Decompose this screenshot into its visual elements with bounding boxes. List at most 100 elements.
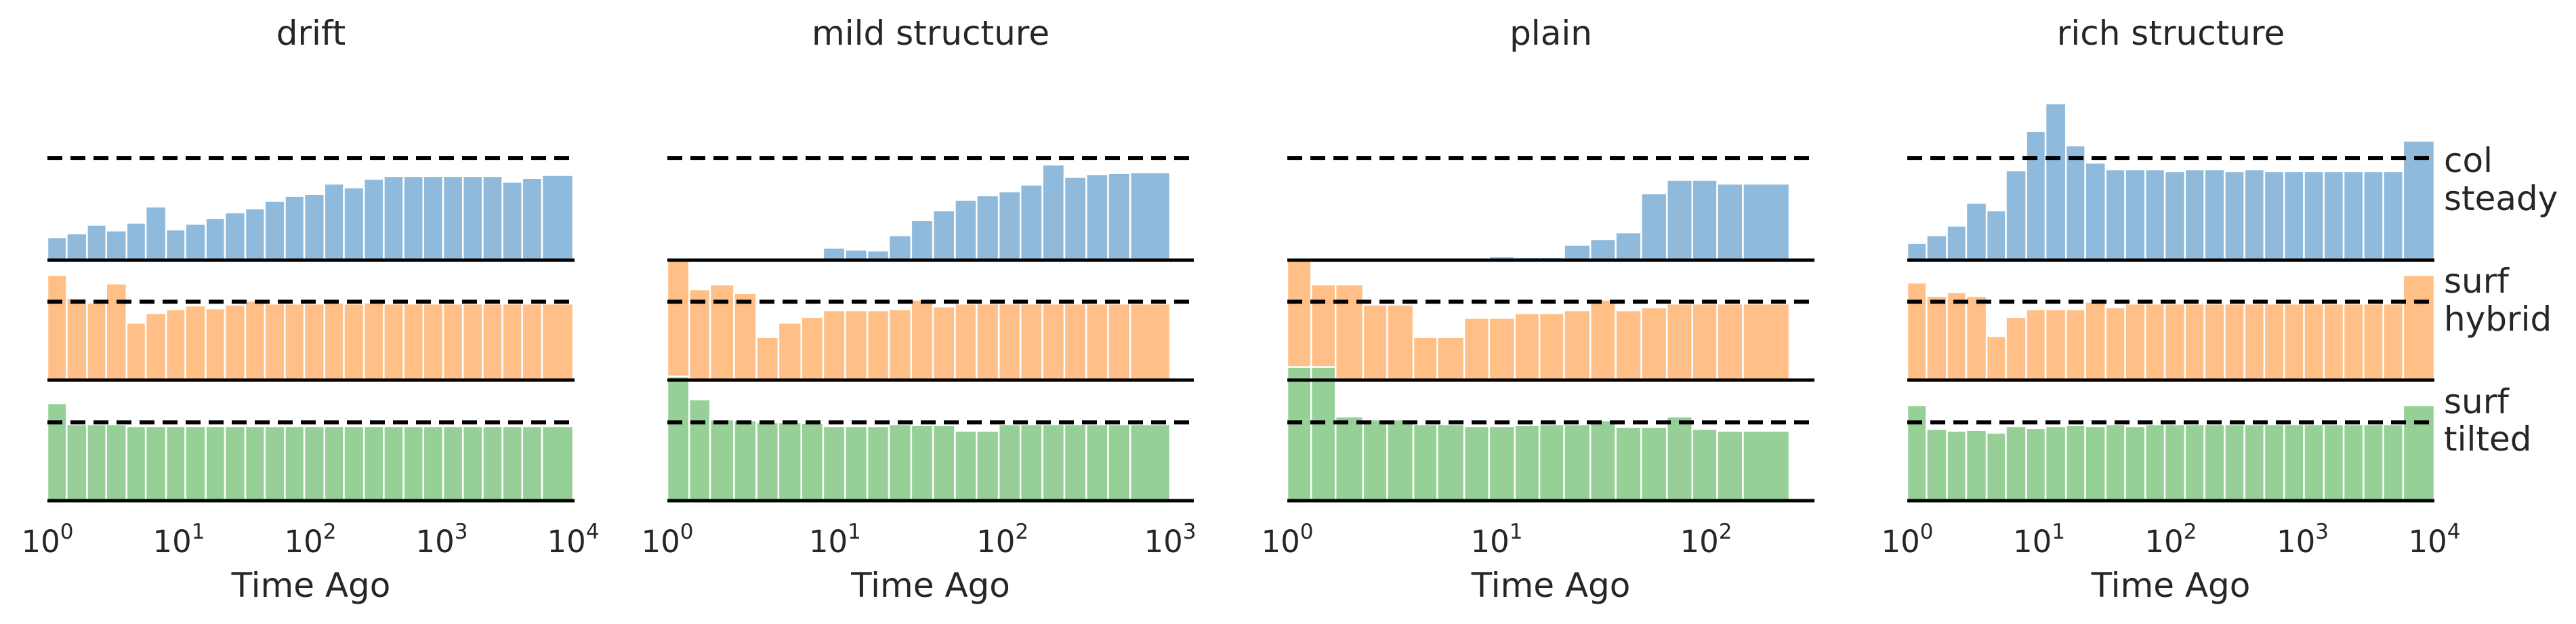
histogram-bar (1436, 336, 1466, 381)
histogram-bar (2263, 423, 2285, 502)
histogram-bar (105, 230, 128, 262)
histogram-bar (2184, 423, 2205, 502)
histogram-bar (1926, 428, 1948, 502)
x-tick-label: 103 (1144, 520, 1197, 560)
histogram-bar (844, 425, 869, 502)
histogram-bar (541, 302, 575, 381)
histogram-bar (343, 425, 365, 502)
histogram-bar (1965, 429, 1988, 502)
histogram-bar (1463, 317, 1491, 381)
histogram-bar (343, 186, 365, 262)
histogram-bar (1063, 423, 1087, 502)
histogram-bar (66, 297, 88, 381)
x-axis-label: Time Ago (2091, 566, 2251, 605)
histogram-bar (1615, 426, 1642, 502)
histogram-bar (105, 283, 128, 381)
histogram-bar (402, 302, 425, 381)
x-tick-label: 101 (1471, 520, 1523, 560)
histogram-bar (2025, 427, 2047, 502)
histogram-bar (2044, 425, 2067, 502)
histogram-bar (2283, 302, 2305, 381)
histogram-bar (932, 424, 956, 502)
histogram-bar (800, 316, 825, 381)
histogram-bar (2203, 423, 2226, 502)
histogram-bar (1691, 428, 1718, 502)
histogram-bar (1362, 418, 1388, 502)
histogram-bar (822, 425, 846, 502)
histogram-bar (954, 302, 978, 381)
histogram-bar (1946, 224, 1968, 262)
histogram-bar (2303, 302, 2325, 381)
histogram-bar (1386, 418, 1415, 502)
histogram-bar (205, 217, 226, 262)
row-label-hybrid-line1: surf (2444, 262, 2510, 301)
histogram-bar (2163, 302, 2186, 381)
histogram-bar (2163, 170, 2186, 262)
x-tick-label: 100 (22, 520, 74, 560)
histogram-bar (1615, 309, 1642, 381)
x-tick-label: 104 (547, 520, 600, 560)
histogram-bar (2243, 423, 2266, 502)
histogram-bar (1691, 179, 1718, 262)
histogram-bar (422, 302, 444, 381)
histogram-bar (2303, 423, 2325, 502)
histogram-bar (1107, 302, 1131, 381)
histogram-bar (422, 425, 444, 502)
histogram-bar (1334, 283, 1365, 381)
histogram-bar (709, 418, 735, 502)
histogram-bar (264, 425, 286, 502)
histogram-bar (1589, 238, 1617, 262)
histogram-bar (1906, 404, 1928, 502)
histogram-bar (1538, 312, 1565, 381)
histogram-bar (1362, 304, 1388, 381)
histogram-bar (2124, 302, 2146, 381)
histogram-bar (125, 425, 147, 502)
histogram-bar (362, 301, 385, 381)
histogram-bar (303, 193, 326, 262)
histogram-bar (501, 425, 524, 502)
histogram-bar (2243, 302, 2266, 381)
x-axis-label: Time Ago (231, 566, 391, 605)
x-tick-label: 100 (1882, 520, 1934, 560)
histogram-bar (888, 234, 913, 262)
histogram-bar (755, 336, 780, 381)
histogram-bar (521, 177, 543, 262)
histogram-bar (1334, 415, 1365, 502)
histogram-bar (461, 175, 484, 262)
histogram-bar (2025, 130, 2047, 262)
histogram-bar (184, 425, 207, 502)
row-steady (1488, 179, 1791, 262)
histogram-bar (1107, 172, 1131, 262)
panel-3: rich structure 100 101 102 103 104 Time Ago (1882, 14, 2461, 605)
histogram-bar (2144, 168, 2166, 262)
histogram-bar (1906, 281, 1928, 381)
histogram-bar (2402, 404, 2436, 502)
histogram-bar (144, 205, 167, 262)
histogram-bar (1129, 302, 1171, 381)
histogram-bar (165, 228, 186, 262)
histogram-bar (184, 304, 207, 381)
x-tick-label: 103 (416, 520, 468, 560)
histogram-bar (442, 302, 464, 381)
histogram-bar (323, 425, 345, 502)
panel-title: drift (276, 14, 346, 53)
histogram-bar (2342, 302, 2365, 381)
histogram-bar (954, 199, 978, 262)
histogram-bar (888, 423, 913, 502)
histogram-bar (932, 306, 956, 381)
histogram-bar (1463, 425, 1491, 502)
histogram-bar (2363, 423, 2384, 502)
histogram-bar (2184, 168, 2205, 262)
histogram-bar (976, 430, 1000, 502)
histogram-bar (1742, 302, 1791, 381)
histogram-bar (284, 195, 306, 262)
histogram-bar (1716, 182, 1744, 262)
histogram-bar (954, 430, 978, 502)
histogram-bar (976, 302, 1000, 381)
histogram-bar (1563, 309, 1592, 381)
histogram-bar (1436, 423, 1466, 502)
histogram-bar (1926, 234, 1948, 262)
histogram-bar (1615, 231, 1642, 262)
histogram-bar (2124, 168, 2146, 262)
